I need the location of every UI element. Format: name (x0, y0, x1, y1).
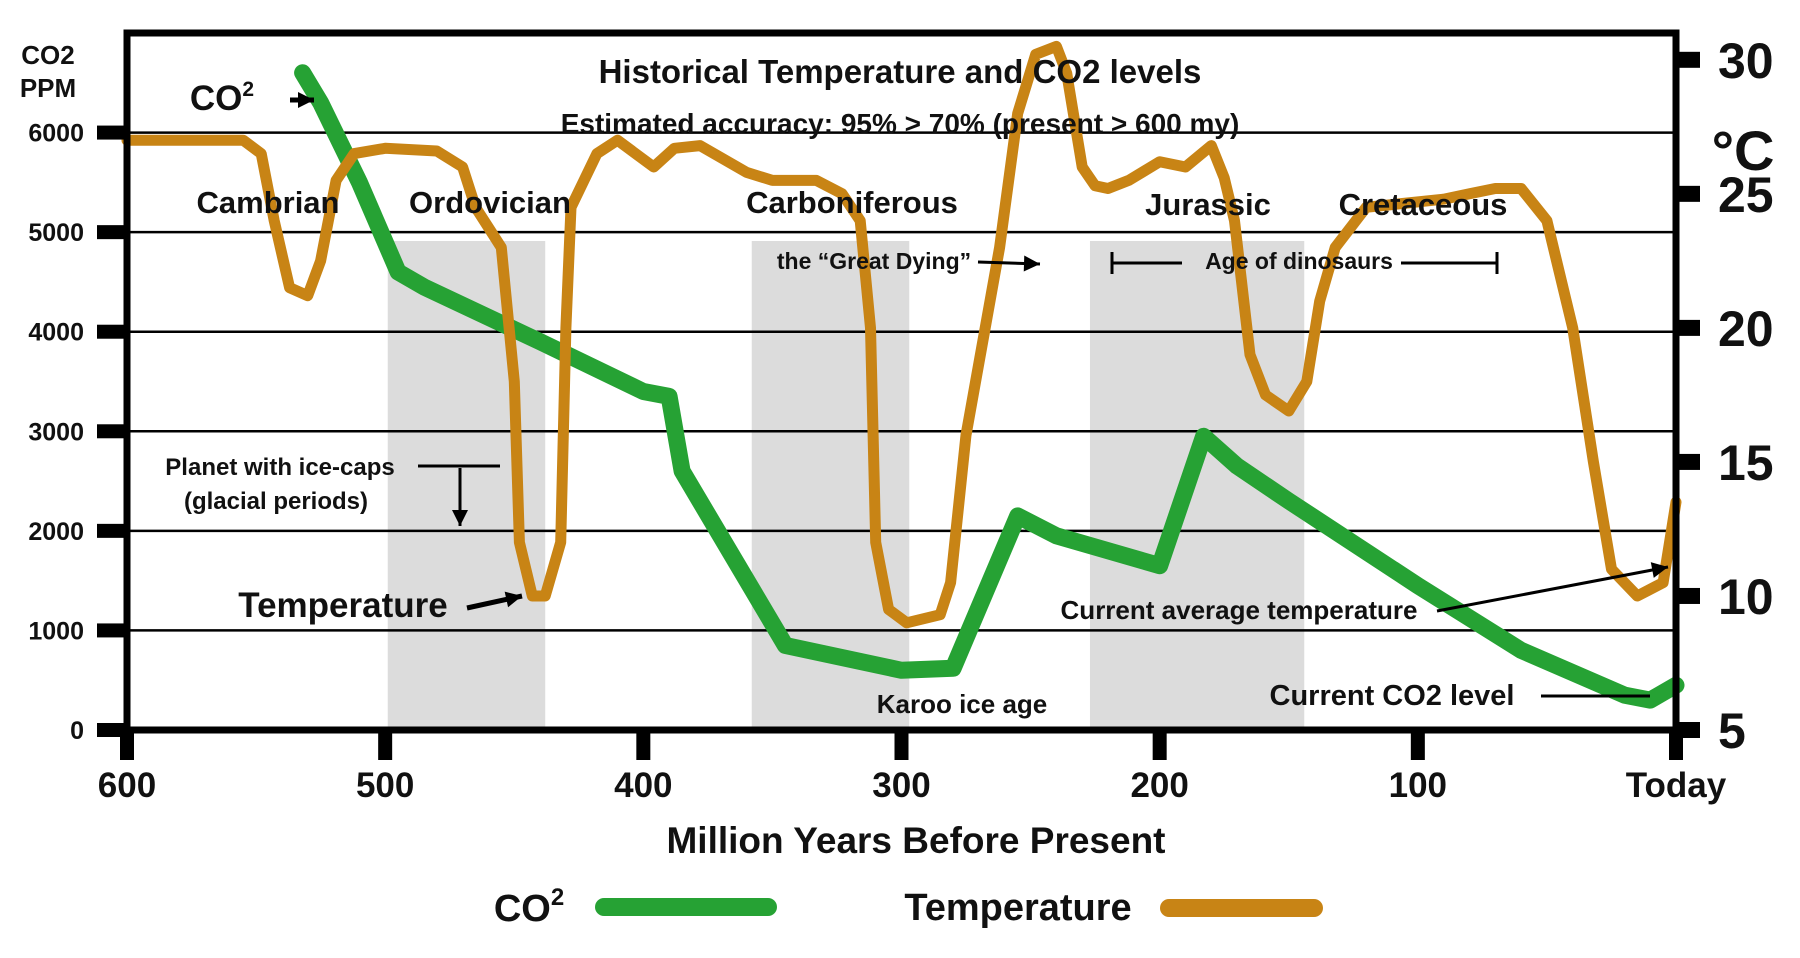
chart-title: Historical Temperature and CO2 levels (599, 53, 1202, 90)
great-dying-arrow-head (1023, 255, 1040, 272)
left-tick-mark-3000 (97, 424, 127, 439)
period-label-jurassic: Jurassic (1145, 187, 1271, 222)
period-label-ordovician: Ordovician (409, 185, 571, 220)
x-tick-mark-today (1669, 730, 1683, 760)
legend-co2-sup: 2 (551, 884, 564, 911)
left-tick-mark-6000 (97, 125, 127, 140)
period-label-cambrian: Cambrian (197, 185, 340, 220)
left-tick-mark-5000 (97, 225, 127, 240)
co2-arrow-head (298, 92, 314, 108)
x-tick-mark-400 (636, 730, 651, 760)
co2-annotation-sup: 2 (242, 78, 254, 101)
x-tick-mark-600 (120, 730, 134, 760)
x-tick-mark-300 (894, 730, 909, 760)
right-tick-label-30: 30 (1718, 33, 1774, 89)
right-tick-label-5: 5 (1718, 703, 1746, 759)
period-label-carboniferous: Carboniferous (746, 185, 958, 220)
x-tick-label-200: 200 (1130, 766, 1188, 805)
temperature-arrow-head (504, 591, 522, 608)
ice-caps-label-line2: (glacial periods) (184, 488, 368, 515)
right-tick-label-15: 15 (1718, 435, 1774, 491)
age-of-dinosaurs-label: Age of dinosaurs (1205, 248, 1393, 274)
right-tick-label-20: 20 (1718, 301, 1774, 357)
great-dying-label: the “Great Dying” (777, 248, 971, 274)
temperature-annotation: Temperature (238, 586, 447, 625)
right-tick-mark-20 (1676, 319, 1700, 336)
current-avg-temp-label: Current average temperature (1061, 595, 1418, 625)
chart-subtitle: Estimated accuracy: 95% > 70% (present >… (561, 108, 1240, 139)
current-temp-arrow-shaft (1436, 565, 1669, 613)
x-tick-label-400: 400 (614, 766, 672, 805)
co2-annotation: CO2 (190, 78, 254, 118)
x-axis-label: Million Years Before Present (666, 820, 1165, 861)
left-tick-label-4000: 4000 (28, 319, 84, 347)
right-axis-unit: °C (1712, 119, 1775, 182)
x-tick-label-600: 600 (98, 766, 156, 805)
x-tick-mark-200 (1152, 730, 1167, 760)
left-tick-label-5000: 5000 (28, 219, 84, 247)
left-tick-mark-1000 (97, 623, 127, 638)
right-tick-mark-15 (1676, 453, 1700, 470)
left-tick-label-3000: 3000 (28, 418, 84, 446)
right-tick-mark-10 (1676, 587, 1700, 604)
ice-caps-arrow-head (452, 510, 468, 526)
legend-co2-base: CO (494, 888, 551, 930)
legend-co2-label: CO2 (494, 884, 564, 930)
right-tick-label-25: 25 (1718, 167, 1774, 223)
right-tick-mark-30 (1676, 51, 1700, 68)
period-label-cretaceous: Cretaceous (1339, 187, 1508, 222)
left-tick-mark-2000 (97, 523, 127, 538)
legend: CO2 Temperature (494, 884, 1323, 930)
left-axis-label-line2: PPM (20, 73, 76, 103)
left-tick-label-6000: 6000 (28, 120, 84, 148)
left-tick-label-1000: 1000 (28, 617, 84, 645)
current-temp-arrow-head (1650, 562, 1668, 578)
karoo-ice-age-label: Karoo ice age (877, 689, 1048, 719)
x-tick-label-today: Today (1626, 766, 1727, 805)
series-line-temperature (121, 40, 1682, 629)
x-tick-label-500: 500 (356, 766, 414, 805)
x-tick-label-300: 300 (872, 766, 930, 805)
x-tick-mark-500 (378, 730, 393, 760)
left-tick-mark-4000 (97, 324, 127, 339)
left-tick-mark-0 (97, 723, 127, 737)
x-tick-mark-100 (1410, 730, 1425, 760)
ice-caps-label-line1: Planet with ice-caps (165, 454, 394, 481)
co2-annotation-base: CO (190, 79, 243, 118)
right-tick-mark-25 (1676, 185, 1700, 202)
x-tick-label-100: 100 (1389, 766, 1447, 805)
annotation-group (290, 92, 1669, 698)
left-tick-label-0: 0 (70, 717, 84, 745)
axis-ticks: 0 1000 2000 3000 4000 5000 6000 5 10 15 20 25 30 600 5… (28, 33, 1773, 805)
left-tick-label-2000: 2000 (28, 518, 84, 546)
left-axis-label-line1: CO2 (21, 40, 74, 70)
legend-temperature-label: Temperature (904, 887, 1131, 929)
right-tick-label-10: 10 (1718, 569, 1774, 625)
current-co2-label: Current CO2 level (1270, 680, 1515, 712)
